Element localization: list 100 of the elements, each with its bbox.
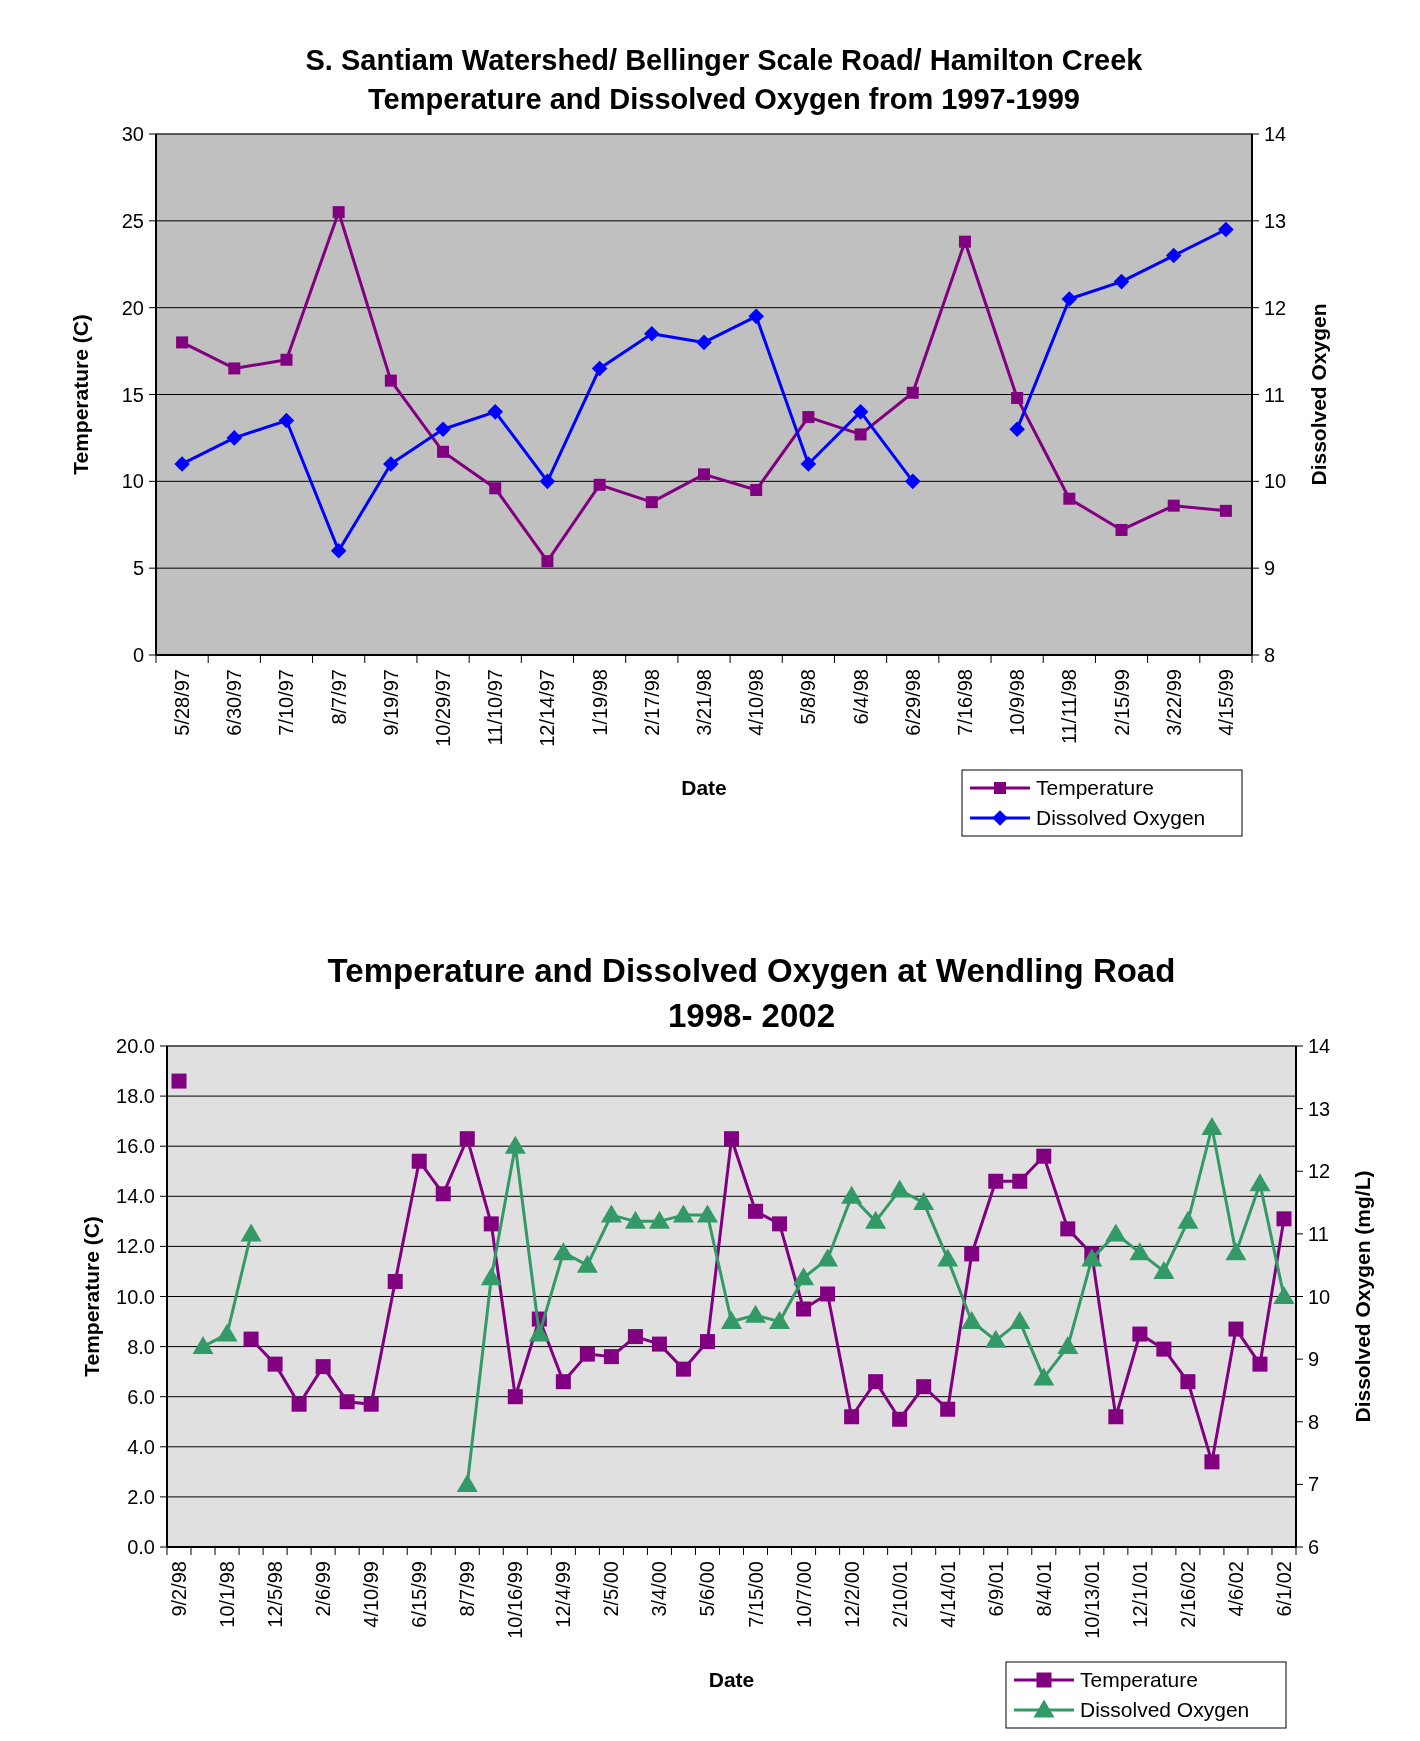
point [576,1254,598,1273]
point [1201,1116,1223,1135]
y2-axis-title: Dissolved Oxygen [1307,303,1330,486]
point [769,1311,791,1330]
point [489,482,502,495]
point [1153,1260,1175,1279]
point [363,1396,379,1412]
x-tick-label: 11/11/98 [1058,669,1081,744]
x-tick-label: 2/6/99 [312,1561,335,1617]
x-tick-label: 4/6/02 [1224,1561,1247,1617]
point [1063,492,1076,505]
y2-tick-label: 13 [1264,209,1287,232]
legend-label: Temperature [1080,1668,1198,1692]
point [802,411,815,424]
point [793,1267,815,1286]
point [721,1311,742,1330]
y-tick-label: 12.0 [116,1235,155,1258]
point [627,1329,643,1345]
point [1129,1242,1151,1261]
point [1036,1148,1052,1164]
x-tick-label: 3/4/00 [648,1561,671,1617]
point [487,404,504,420]
point [387,1273,403,1289]
y-tick-label: 0 [132,644,144,666]
point [748,308,764,325]
point [651,1336,667,1352]
y2-tick-label: 11 [1264,383,1285,406]
point [1276,1211,1292,1227]
y-tick-label: 30 [121,123,144,145]
x-tick-label: 10/29/97 [432,669,455,747]
point [437,445,450,458]
x-tick-label: 10/13/01 [1080,1561,1103,1639]
x-tick-label: 11/10/97 [484,669,507,746]
y2-tick-label: 12 [1264,296,1287,319]
x-tick-label: 7/15/00 [744,1561,767,1628]
point [504,1135,526,1154]
point [904,473,921,490]
point [171,1073,187,1089]
x-tick-label: 9/2/98 [168,1561,191,1617]
x-tick-label: 6/4/98 [849,669,872,725]
point [644,325,660,342]
point [1009,421,1025,438]
point [675,1361,691,1377]
point [384,374,397,387]
x-tick-label: 10/16/99 [504,1561,527,1639]
x-tick-label: 5/6/00 [696,1561,719,1617]
y-tick-label: 2.0 [127,1485,155,1508]
x-tick-label: 12/4/99 [552,1561,575,1628]
point [315,1359,331,1375]
y-tick-label: 5 [132,557,144,580]
point [603,1349,619,1365]
y-tick-label: 8.0 [127,1335,155,1358]
point [958,235,971,248]
point [854,428,867,441]
x-tick-label: 4/10/99 [360,1561,383,1628]
point [1011,391,1024,404]
x-tick-label: 4/10/98 [745,669,768,736]
x-tick-label: 6/1/02 [1272,1561,1295,1617]
point [1105,1223,1127,1242]
point [507,1389,523,1405]
point [174,456,190,472]
x-axis-title: Date [708,1668,755,1691]
point [648,1210,670,1229]
y2-tick-label: 9 [1308,1348,1320,1371]
point [1060,1221,1076,1237]
legend-label: Temperature [1036,776,1154,800]
point [226,430,243,446]
y2-tick-label: 14 [1264,123,1287,145]
x-tick-label: 8/7/99 [456,1561,479,1617]
point [892,1411,908,1427]
x-tick-label: 8/4/01 [1032,1561,1055,1617]
point [820,1286,836,1302]
point [593,478,606,491]
point [1204,1454,1220,1470]
x-tick-label: 6/9/01 [984,1561,1007,1617]
x-tick-label: 10/9/98 [1006,669,1029,736]
point [841,1185,863,1204]
point [330,543,347,559]
y-tick-label: 0.0 [127,1536,155,1558]
x-tick-label: 10/1/98 [216,1561,239,1628]
point [696,334,712,351]
point [698,468,710,481]
point [176,336,189,349]
point [1249,1173,1271,1192]
point [240,1223,262,1242]
point [435,421,451,438]
x-tick-label: 2/17/98 [640,669,663,736]
point [459,1131,475,1147]
point [889,1179,911,1198]
point [750,484,763,497]
point [278,412,295,429]
y-tick-label: 10 [121,470,144,493]
chart-title: Temperature and Dissolved Oxygen at Wendling Road 1998- 2002 [327,952,1176,1034]
point [817,1248,839,1267]
point [555,1374,571,1390]
x-tick-label: 2/10/01 [888,1561,911,1628]
point [796,1301,812,1317]
point [1057,1336,1079,1355]
point [483,1216,499,1232]
legend-label: Dissolved Oxygen [1080,1698,1250,1722]
